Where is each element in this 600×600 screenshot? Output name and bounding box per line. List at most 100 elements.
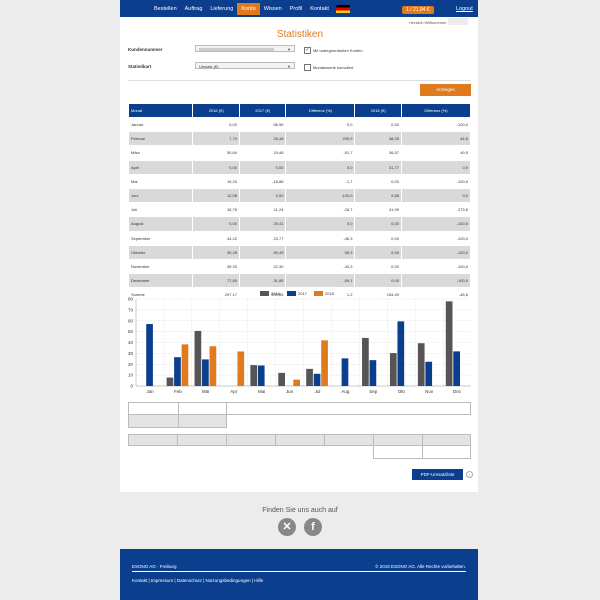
- table-row: Dezember 77,85 31,85 -59,1 0,00 -100,0: [129, 274, 470, 288]
- user-name-placeholder: [448, 18, 468, 25]
- kundennummer-label: Kundennummer: [128, 47, 163, 52]
- table-header-cell: Differenz (%): [401, 104, 470, 117]
- table-cell: 31,77: [355, 160, 401, 174]
- nav-wissen[interactable]: Wissen: [263, 6, 282, 12]
- table-cell: -1,7: [345, 178, 353, 184]
- bar-2016-Okt: [389, 353, 397, 386]
- info-icon[interactable]: i: [466, 471, 473, 478]
- pdf-export-button[interactable]: PDF-Umsatzliste: [412, 469, 463, 480]
- nav-auftrag[interactable]: Auftrag: [184, 6, 203, 12]
- grid-cell: [227, 403, 470, 414]
- table-cell: 50,64: [226, 150, 237, 156]
- table-cell: 0,0: [286, 217, 355, 231]
- statistikart-select[interactable]: Umsatz (€) ▼: [195, 62, 295, 69]
- sub-accounts-checkbox[interactable]: ✓: [304, 47, 311, 54]
- bar-2016-Feb: [166, 377, 174, 386]
- table-cell: 96,3: [286, 245, 355, 259]
- footer-links[interactable]: Kontakt | Impressum | Datenschutz | Nutz…: [132, 578, 264, 583]
- facebook-icon[interactable]: f: [304, 518, 322, 536]
- table-header-cell: 2016 (€): [193, 104, 239, 117]
- nav-profil[interactable]: Profil: [289, 6, 303, 12]
- cart-button[interactable]: 1 / 21,94 €: [402, 6, 434, 14]
- table-cell: September: [131, 235, 151, 241]
- table-cell: -100,0: [401, 245, 470, 259]
- bar-2017-Sep: [369, 360, 377, 386]
- x-tick-label: Aug: [341, 389, 350, 394]
- table-cell: 12,08: [193, 188, 239, 203]
- bar-2017-Mär: [202, 359, 209, 386]
- grid-cell: [178, 435, 227, 445]
- y-tick-label: 0: [130, 384, 133, 389]
- table-cell: 15,76: [226, 207, 237, 213]
- table-cell: 5,88: [355, 188, 401, 203]
- table-cell: -100,0: [286, 188, 355, 203]
- legend-label: 2017: [298, 291, 307, 296]
- table-cell: 38,28: [355, 132, 401, 146]
- xing-icon[interactable]: ✕: [278, 518, 296, 536]
- table-cell: 44,6: [401, 132, 470, 146]
- sub-accounts-label: Mit untergeordneten Konten: [313, 48, 363, 53]
- grid-cell: [325, 435, 374, 445]
- bar-2016-Jun: [278, 372, 285, 386]
- table-row: Juni 12,08 0,00 -100,0 5,88 0,0: [129, 188, 470, 203]
- logout-link[interactable]: Logout: [456, 6, 473, 12]
- empty-grid-3: [128, 434, 471, 446]
- statistics-table: Monat 2016 (€) 2017 (€) Differenz (%) 2018 (…: [128, 103, 471, 302]
- welcome-text: Herzlich Willkommen: [409, 20, 447, 25]
- x-tick-label: Feb: [174, 389, 182, 394]
- grid-cell: [129, 415, 179, 427]
- grid-cell: [423, 435, 470, 445]
- german-flag-icon[interactable]: [335, 5, 350, 13]
- nav-konto[interactable]: Konto: [237, 3, 260, 15]
- bar-2018-Apr: [237, 351, 245, 386]
- table-row: Oktober 30,28 59,45 96,3 0,00 -100,0: [129, 245, 470, 259]
- cumulative-checkbox[interactable]: [304, 64, 311, 71]
- legend-2016: 2016: [260, 291, 280, 297]
- x-tick-label: Jun: [286, 389, 294, 394]
- table-header-cell: 2017 (€): [239, 104, 286, 117]
- page-title: Statistiken: [276, 29, 324, 40]
- table-cell: August: [129, 217, 193, 231]
- chevron-down-icon: ▼: [287, 64, 291, 69]
- bar-2018-Mär: [209, 346, 217, 386]
- table-cell: Mai: [131, 178, 138, 184]
- table-cell: 239,9: [286, 132, 355, 146]
- table-row: September 44,22 23,77 -46,3 0,00 -100,0: [129, 232, 470, 245]
- table-cell: Dezember: [129, 274, 193, 288]
- footer: ESONO AG · Freiburg © 2018 ESONO AG. All…: [120, 549, 478, 600]
- table-row: Juli 15,76 11,24 -28,7 41,99 273,6: [129, 203, 470, 216]
- nav-lieferung[interactable]: Lieferung: [210, 6, 234, 12]
- footer-company: ESONO AG · Freiburg: [132, 564, 177, 569]
- footer-copyright: © 2018 ESONO AG. Alle Rechte vorbehalten…: [375, 564, 466, 569]
- statistikart-label: Statistikart: [128, 64, 152, 69]
- table-row: August 0,00 25,41 0,0 0,00 -100,0: [129, 217, 470, 231]
- x-tick-label: Jan: [146, 389, 154, 394]
- redacted-value: [199, 48, 274, 52]
- bar-2018-Feb: [181, 344, 189, 386]
- bar-2016-Sep: [362, 337, 369, 386]
- cart-label: 1 / 21,94 €: [406, 7, 430, 13]
- x-tick-label: Nov: [425, 389, 434, 394]
- table-cell: 56,96: [273, 122, 284, 128]
- y-tick-label: 10: [128, 373, 134, 378]
- y-tick-label: 60: [128, 318, 134, 323]
- table-cell: 0,00: [355, 217, 401, 231]
- table-cell: 0,00: [229, 122, 237, 128]
- table-cell: 297,17: [224, 292, 237, 298]
- table-sum-row: Summe 297,17 300,85 1,2 154,49 -48,6: [129, 288, 470, 301]
- cumulative-label: Monatswerte kumuliert: [313, 65, 354, 70]
- legend-2017: 2017: [287, 291, 307, 297]
- table-cell: 41,99: [388, 207, 399, 213]
- nav-kontakt[interactable]: Kontakt: [310, 6, 329, 12]
- table-cell: Januar: [131, 122, 144, 128]
- show-button[interactable]: Anzeigen: [420, 84, 471, 96]
- grid-cell: [179, 403, 227, 414]
- legend-swatch: [314, 291, 323, 297]
- table-cell: 0,00: [391, 235, 399, 241]
- table-cell: 0,00: [391, 263, 399, 269]
- bar-2017-Mai: [257, 365, 265, 386]
- nav-bestellen[interactable]: Bestellen: [154, 6, 177, 12]
- table-cell: -28,7: [343, 207, 353, 213]
- kundennummer-select[interactable]: ▼: [195, 45, 295, 52]
- bar-2017-Okt: [397, 321, 405, 386]
